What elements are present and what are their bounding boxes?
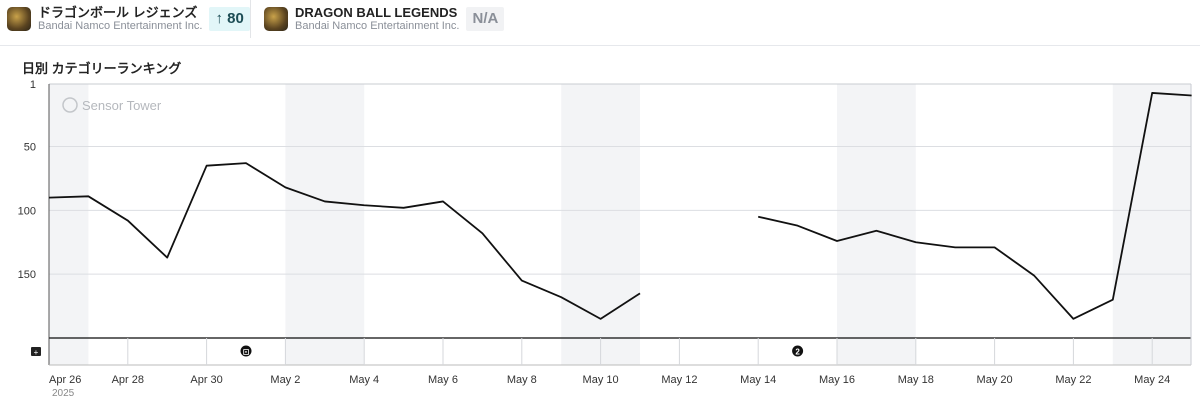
rank-change-badge: ↑ 80: [209, 7, 250, 31]
app-icon: [264, 7, 288, 31]
x-tick-label: May 6: [428, 374, 458, 386]
weekend-band: [285, 84, 365, 365]
x-tick-label: May 12: [661, 374, 697, 386]
weekend-band: [1112, 84, 1192, 365]
x-tick-label: May 2: [270, 374, 300, 386]
app-icon: [7, 7, 31, 31]
x-tick-label: Apr 26: [49, 374, 81, 386]
x-tick-label: Apr 28: [112, 374, 144, 386]
watermark: Sensor Tower: [82, 98, 162, 113]
svg-text:+: +: [34, 348, 39, 357]
event-marker-label: 2: [795, 348, 800, 357]
event-marker-icon[interactable]: [240, 345, 252, 357]
x-tick-label: May 16: [819, 374, 855, 386]
app-publisher: Bandai Namco Entertainment Inc.: [295, 20, 460, 32]
x-tick-label: May 24: [1134, 374, 1170, 386]
app-name: ドラゴンボール レジェンズ: [38, 5, 198, 20]
chart-title: 日別 カテゴリーランキング: [22, 61, 182, 76]
app-item-global[interactable]: DRAGON BALL LEGENDS Bandai Namco Enterta…: [264, 5, 505, 33]
x-tick-label: May 10: [583, 374, 619, 386]
x-tick-label: May 18: [898, 374, 934, 386]
x-tick-label: May 8: [507, 374, 537, 386]
app-item-jp[interactable]: ドラゴンボール レジェンズ Bandai Namco Entertainment…: [7, 5, 250, 33]
event-marker-label: ⊡: [243, 348, 250, 357]
y-tick-label: 150: [18, 269, 36, 281]
rank-change-badge: N/A: [466, 7, 505, 31]
x-tick-label: May 22: [1055, 374, 1091, 386]
app-name: DRAGON BALL LEGENDS: [295, 5, 458, 20]
series-line: [48, 162, 641, 320]
y-tick-label: 100: [18, 205, 36, 217]
divider: [250, 0, 251, 38]
y-tick-label: 50: [24, 142, 36, 154]
weekend-band: [561, 84, 640, 365]
x-tick-label: May 4: [349, 374, 379, 386]
event-marker-icon[interactable]: [792, 345, 804, 357]
x-tick-label: May 14: [740, 374, 776, 386]
series-line: [758, 92, 1192, 320]
y-tick-label: 1: [30, 79, 36, 91]
app-publisher: Bandai Namco Entertainment Inc.: [38, 20, 203, 32]
weekend-band: [49, 84, 89, 365]
x-tick-label: Apr 30: [190, 374, 222, 386]
app-header: ドラゴンボール レジェンズ Bandai Namco Entertainment…: [0, 0, 1200, 46]
annotation-icon[interactable]: +: [31, 347, 41, 357]
weekend-band: [837, 84, 916, 365]
x-tick-label: May 20: [977, 374, 1013, 386]
sensor-tower-logo-icon: [62, 97, 78, 113]
x-year-label: 2025: [52, 388, 75, 399]
